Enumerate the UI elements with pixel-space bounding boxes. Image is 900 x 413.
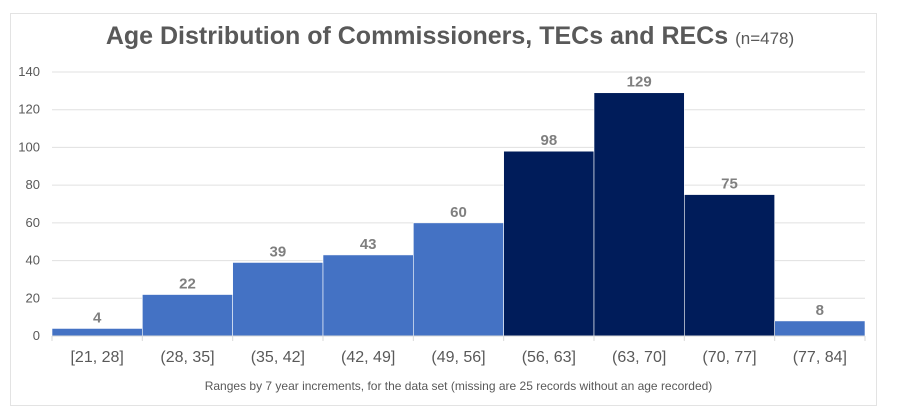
x-tick-label: (70, 77] (702, 349, 756, 366)
data-label: 39 (269, 243, 286, 260)
bar (322, 254, 414, 337)
data-label: 8 (816, 302, 824, 319)
x-tick-label: (42, 49] (341, 349, 395, 366)
y-tick-label: 80 (26, 177, 40, 192)
x-tick-label: (49, 56] (431, 349, 485, 366)
bar (232, 262, 324, 337)
x-tick-label: (77, 84] (793, 349, 847, 366)
bar (593, 92, 685, 337)
data-label: 129 (627, 74, 652, 91)
bar (503, 150, 595, 337)
bar (774, 320, 866, 337)
y-tick-label: 40 (26, 253, 40, 268)
x-axis-label: Ranges by 7 year increments, for the dat… (205, 379, 713, 393)
x-tick-label: (35, 42] (251, 349, 305, 366)
bars (51, 92, 866, 337)
data-label: 60 (450, 204, 467, 221)
data-labels: 4 22 39 43 60 98 129 75 8 (93, 74, 824, 327)
bar (684, 194, 775, 337)
y-axis-ticks: 0 20 40 60 80 100 120 140 (18, 64, 40, 343)
y-tick-label: 0 (33, 328, 40, 343)
y-tick-label: 60 (26, 215, 40, 230)
bar (413, 222, 504, 337)
x-tick-label: [21, 28] (70, 349, 123, 366)
x-tick-label: (28, 35] (160, 349, 214, 366)
y-tick-label: 20 (26, 290, 40, 305)
chart-title: Age Distribution of Commissioners, TECs … (0, 22, 900, 51)
bar (142, 294, 233, 337)
chart-title-main: Age Distribution of Commissioners, TECs … (105, 22, 729, 50)
data-label: 98 (540, 132, 557, 149)
bar (51, 328, 143, 337)
x-axis-ticks: [21, 28] (28, 35] (35, 42] (42, 49] (49, 56]… (51, 336, 866, 366)
data-label: 22 (179, 276, 196, 293)
data-label: 75 (721, 176, 738, 193)
data-label: 43 (360, 236, 377, 253)
chart-subtitle: (n=478) (735, 29, 795, 48)
y-tick-label: 140 (18, 64, 40, 79)
x-tick-label: (63, 70] (612, 349, 666, 366)
x-tick-label: (56, 63] (522, 349, 576, 366)
y-tick-label: 100 (18, 139, 40, 154)
y-tick-label: 120 (18, 102, 40, 117)
data-label: 4 (93, 309, 102, 326)
